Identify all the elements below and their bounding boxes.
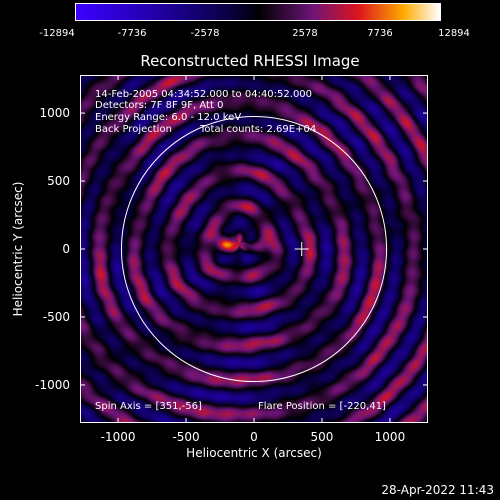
plot-overlay <box>80 75 428 423</box>
y-tick-label: 0 <box>62 242 70 256</box>
x-tick-label: -500 <box>172 430 200 444</box>
colorbar-tick: -2578 <box>190 28 220 39</box>
x-tick-label: 1000 <box>374 430 406 444</box>
colorbar-tick: -7736 <box>117 28 147 39</box>
annotation-counts: Total counts: 2.69E+04 <box>200 124 317 135</box>
y-tick-label: 1000 <box>39 106 70 121</box>
y-tick-label: -500 <box>42 309 70 324</box>
colorbar-tick: 12894 <box>438 28 470 39</box>
annotation-time-range: 14-Feb-2005 04:34:52.000 to 04:40:52.000 <box>95 89 313 100</box>
colorbar-tick: -12894 <box>39 28 75 39</box>
y-tick-label: 500 <box>47 174 70 189</box>
annotation-spin-axis: Spin Axis = [351,-56] <box>95 401 202 412</box>
colorbar-tick: 7736 <box>367 28 393 39</box>
heatmap-image <box>80 75 428 423</box>
x-axis-label: Heliocentric X (arcsec) <box>186 446 322 460</box>
x-tick-label: 500 <box>310 430 334 444</box>
x-tick-label: -1000 <box>100 430 136 444</box>
annotation-energy: Energy Range: 6.0 - 12.0 keV <box>95 112 242 123</box>
x-tick-label: 0 <box>250 430 258 444</box>
chart-title: Reconstructed RHESSI Image <box>140 52 360 70</box>
plot-timestamp: 28-Apr-2022 11:43 <box>381 483 494 497</box>
colorbar-tick: 2578 <box>292 28 318 39</box>
annotation-method: Back Projection <box>95 124 172 135</box>
solar-limb-circle <box>120 115 388 383</box>
y-axis-label: Heliocentric Y (arcsec) <box>11 181 25 317</box>
annotation-flare-position: Flare Position = [-220,41] <box>258 401 386 412</box>
annotation-detectors: Detectors: 7F 8F 9F, Att 0 <box>95 100 224 111</box>
colorbar <box>75 3 441 21</box>
y-tick-label: -1000 <box>35 377 70 392</box>
